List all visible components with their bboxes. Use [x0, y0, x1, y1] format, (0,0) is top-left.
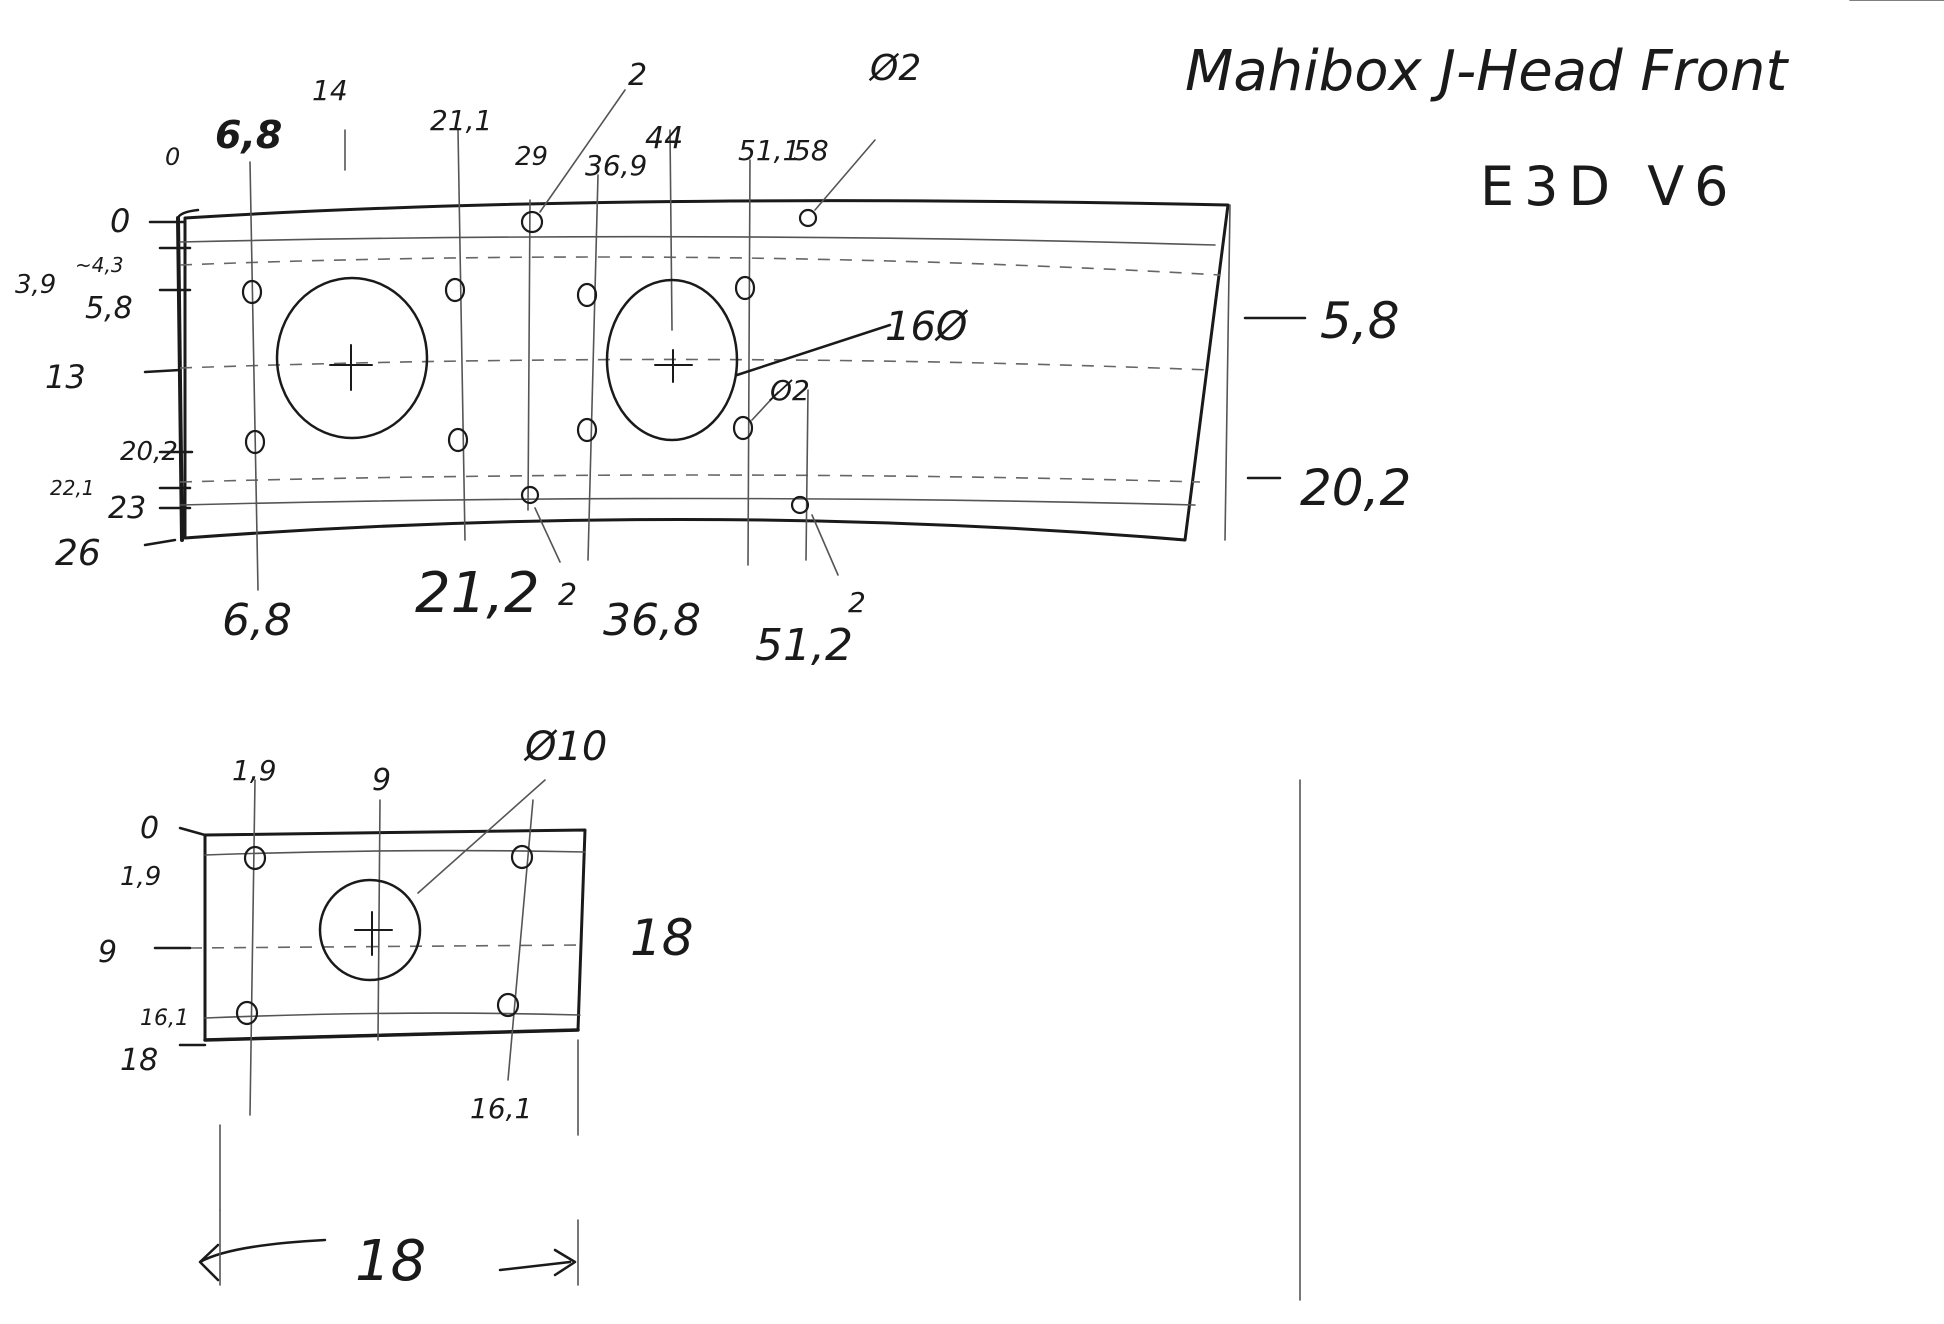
plate-1-vline-44: [669, 129, 673, 331]
y-label: 23: [108, 491, 146, 526]
hole-callout: 2: [628, 58, 647, 93]
bottom-label: 51,2: [755, 620, 853, 671]
drawing-subtitle: E3D V6: [1480, 155, 1739, 218]
y-label: 18: [120, 1043, 158, 1078]
small-hole: [790, 495, 810, 515]
dimension-line: [198, 1238, 577, 1282]
plate-1-vline-36-9: [587, 174, 599, 561]
hole-callout: 16Ø: [885, 304, 969, 350]
x-label: 14: [312, 74, 348, 107]
x-label: 16,1: [470, 1092, 532, 1125]
y-label: ~4,3: [75, 253, 124, 277]
large-hole-right: [605, 278, 739, 442]
plate-2: 1,9 9 16,1 0 1,9 9 16,1 18 18 Ø10 18: [98, 724, 694, 1294]
small-hole: [734, 275, 756, 301]
y-label: 0: [140, 811, 159, 846]
small-hole: [496, 992, 520, 1018]
x-label: 21,1: [430, 104, 492, 137]
y-label: 0: [110, 202, 130, 240]
y-label: 20,2: [120, 437, 178, 467]
x-label: 1,9: [232, 754, 277, 787]
x-label: 58: [793, 134, 829, 167]
x-label: 44: [645, 121, 683, 156]
small-hole: [732, 415, 754, 441]
crosshair-icon: [654, 349, 693, 383]
y-label: 22,1: [50, 476, 95, 500]
y-label: 9: [98, 935, 117, 970]
small-hole: [520, 210, 544, 234]
x-label: 36,9: [585, 149, 647, 182]
plate-1-line-13: [179, 358, 1211, 371]
small-hole: [235, 1000, 259, 1026]
y-label: 16,1: [140, 1006, 189, 1031]
x-label: 0: [165, 143, 180, 171]
plate-1: 0 6,8 14 21,1 29 36,9 44 51,1 58 0 3,9 ~…: [15, 48, 1411, 671]
y-label: 26: [55, 533, 101, 574]
right-label: 20,2: [1300, 459, 1411, 517]
plate-1-vline-29: [527, 199, 531, 511]
right-label: 5,8: [1320, 292, 1400, 350]
plate-1-dashed-upper: [179, 256, 1221, 276]
small-hole: [576, 282, 598, 308]
y-label: 5,8: [85, 291, 133, 326]
small-hole: [576, 417, 598, 443]
x-label: 51,1: [738, 134, 800, 167]
plate-1-outline: [183, 199, 1230, 542]
x-label: 9: [372, 763, 391, 798]
hole-callout: Ø2: [769, 374, 810, 407]
plate-1-dashed-lower: [179, 474, 1201, 483]
small-holes: [241, 208, 818, 515]
hole-callout: Ø2: [868, 48, 921, 89]
hole-callout: 2: [558, 578, 577, 613]
bottom-label: 21,2: [415, 561, 540, 626]
plate-1-vline-21-1: [457, 129, 466, 541]
crosshair-icon: [329, 344, 373, 391]
plate-1-line-23: [179, 497, 1196, 506]
small-hole: [243, 845, 267, 871]
crosshair-icon: [354, 911, 393, 956]
small-hole: [244, 429, 266, 455]
bottom-dimension: 18: [355, 1229, 426, 1294]
plate-1-vline-58: [805, 389, 809, 561]
y-label: 3,9: [15, 270, 56, 300]
y-label: 1,9: [120, 862, 161, 892]
large-hole-left: [275, 276, 429, 440]
small-hole: [444, 277, 466, 303]
bottom-label: 36,8: [603, 595, 701, 646]
plate-1-line-3: [179, 235, 1216, 246]
small-hole: [241, 279, 263, 305]
small-hole: [520, 485, 540, 505]
small-hole: [798, 208, 818, 228]
right-label: 18: [630, 909, 694, 967]
hole-callout: 2: [848, 586, 866, 619]
large-hole: [318, 878, 422, 982]
y-label: 13: [45, 358, 86, 396]
drawing-title: Mahibox J-Head Front: [1185, 39, 1789, 104]
bottom-label: 6,8: [222, 595, 292, 646]
x-label: 29: [515, 142, 548, 172]
small-hole: [447, 427, 469, 453]
plate-1-vline-6-8: [249, 161, 259, 591]
hole-callout: Ø10: [523, 724, 607, 770]
small-hole: [510, 844, 534, 870]
x-label: 6,8: [215, 113, 282, 157]
plate-1-vline-51-1: [747, 159, 751, 566]
